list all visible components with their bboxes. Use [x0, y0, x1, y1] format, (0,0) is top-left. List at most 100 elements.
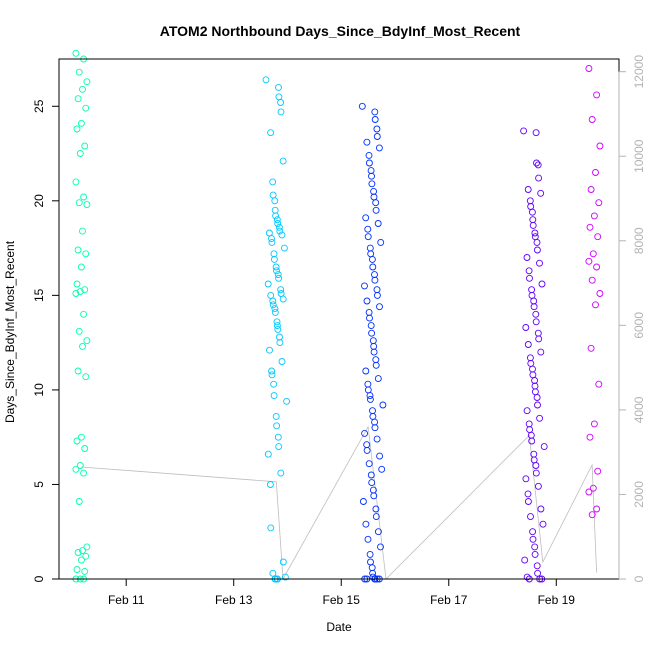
- data-point: [266, 346, 273, 354]
- data-point: [267, 524, 275, 532]
- data-point: [265, 229, 273, 237]
- data-point: [278, 231, 286, 239]
- data-point: [368, 564, 376, 572]
- data-point: [373, 286, 381, 294]
- data-point: [76, 462, 84, 469]
- data-point: [365, 460, 373, 468]
- data-point: [372, 199, 380, 207]
- data-point: [72, 49, 80, 57]
- data-point: [82, 104, 90, 112]
- data-point: [523, 407, 531, 415]
- data-point: [367, 322, 375, 330]
- data-point: [366, 314, 373, 322]
- data-point: [529, 221, 537, 229]
- data-point: [358, 102, 366, 110]
- data-point: [528, 437, 536, 445]
- data-point: [279, 558, 287, 566]
- data-point: [588, 511, 596, 519]
- data-point: [77, 119, 85, 127]
- data-point: [534, 401, 541, 409]
- data-point: [363, 138, 371, 146]
- data-point: [75, 68, 83, 76]
- data-point: [83, 543, 91, 551]
- data-point: [81, 445, 89, 452]
- data-point: [370, 348, 378, 356]
- data-point: [531, 382, 539, 390]
- data-point: [73, 280, 81, 288]
- data-point: [372, 356, 380, 364]
- y-tick-label: 25: [32, 99, 46, 113]
- data-point: [537, 348, 545, 356]
- data-point: [364, 233, 372, 241]
- data-point: [521, 556, 529, 564]
- data-point: [593, 91, 601, 99]
- y-axis-label: Days_Since_BdyInf_Most_Recent: [3, 240, 17, 423]
- data-point: [74, 246, 82, 254]
- data-point: [274, 325, 282, 333]
- data-point: [369, 573, 377, 581]
- data-point: [80, 193, 88, 201]
- y2-axis: 0 2000 4000 6000 8000 10000 12000: [618, 55, 646, 582]
- data-point: [268, 371, 276, 379]
- y-tick-label: 10: [32, 383, 46, 397]
- line-series: [81, 425, 597, 581]
- y2-tick-label: 8000: [632, 227, 646, 254]
- data-point: [371, 424, 379, 432]
- data-point: [283, 397, 291, 405]
- y2-tick-label: 6000: [632, 312, 646, 339]
- data-point: [379, 401, 387, 409]
- data-point: [532, 129, 540, 137]
- data-point: [531, 229, 539, 237]
- data-point: [371, 276, 379, 284]
- data-point: [528, 208, 536, 216]
- data-point: [526, 354, 534, 362]
- data-point: [264, 450, 272, 458]
- data-point: [271, 308, 279, 316]
- data-point: [264, 280, 272, 288]
- data-point: [592, 169, 599, 176]
- data-point: [80, 469, 88, 477]
- x-tick-label: Feb 17: [430, 593, 468, 607]
- data-point: [359, 498, 367, 505]
- data-point: [367, 471, 375, 479]
- data-point: [76, 150, 84, 157]
- data-point: [587, 344, 595, 352]
- data-point: [539, 520, 547, 528]
- data-point: [526, 426, 534, 434]
- data-point: [272, 212, 280, 220]
- data-point: [589, 250, 597, 258]
- data-point: [268, 238, 276, 246]
- data-point: [267, 291, 275, 299]
- data-point: [82, 373, 90, 381]
- data-point: [585, 65, 593, 72]
- data-point: [534, 161, 542, 169]
- data-point: [276, 333, 283, 341]
- data-point: [365, 308, 373, 316]
- data-point: [531, 388, 539, 396]
- data-point: [275, 223, 283, 231]
- data-point: [275, 274, 283, 282]
- data-point: [376, 303, 383, 311]
- x-tick-label: Feb 15: [323, 593, 361, 607]
- series-line: [81, 425, 597, 581]
- y-axis: 0 5 10 15 20 25: [32, 99, 59, 582]
- data-point: [535, 335, 543, 343]
- data-point: [73, 437, 81, 445]
- data-point: [74, 549, 82, 556]
- data-point: [281, 573, 289, 581]
- y-tick-label: 5: [32, 481, 46, 488]
- data-point: [80, 310, 88, 318]
- data-point: [368, 172, 375, 180]
- data-point: [366, 244, 374, 252]
- data-point: [72, 178, 80, 186]
- data-point: [538, 280, 546, 288]
- data-point: [268, 235, 275, 243]
- x-tick-label: Feb 19: [538, 593, 576, 607]
- data-point: [592, 301, 599, 309]
- data-point: [363, 446, 371, 454]
- y2-tick-label: 0: [632, 575, 646, 582]
- data-point: [536, 414, 544, 422]
- data-point: [533, 238, 541, 246]
- data-point: [374, 528, 382, 536]
- data-point: [75, 498, 83, 505]
